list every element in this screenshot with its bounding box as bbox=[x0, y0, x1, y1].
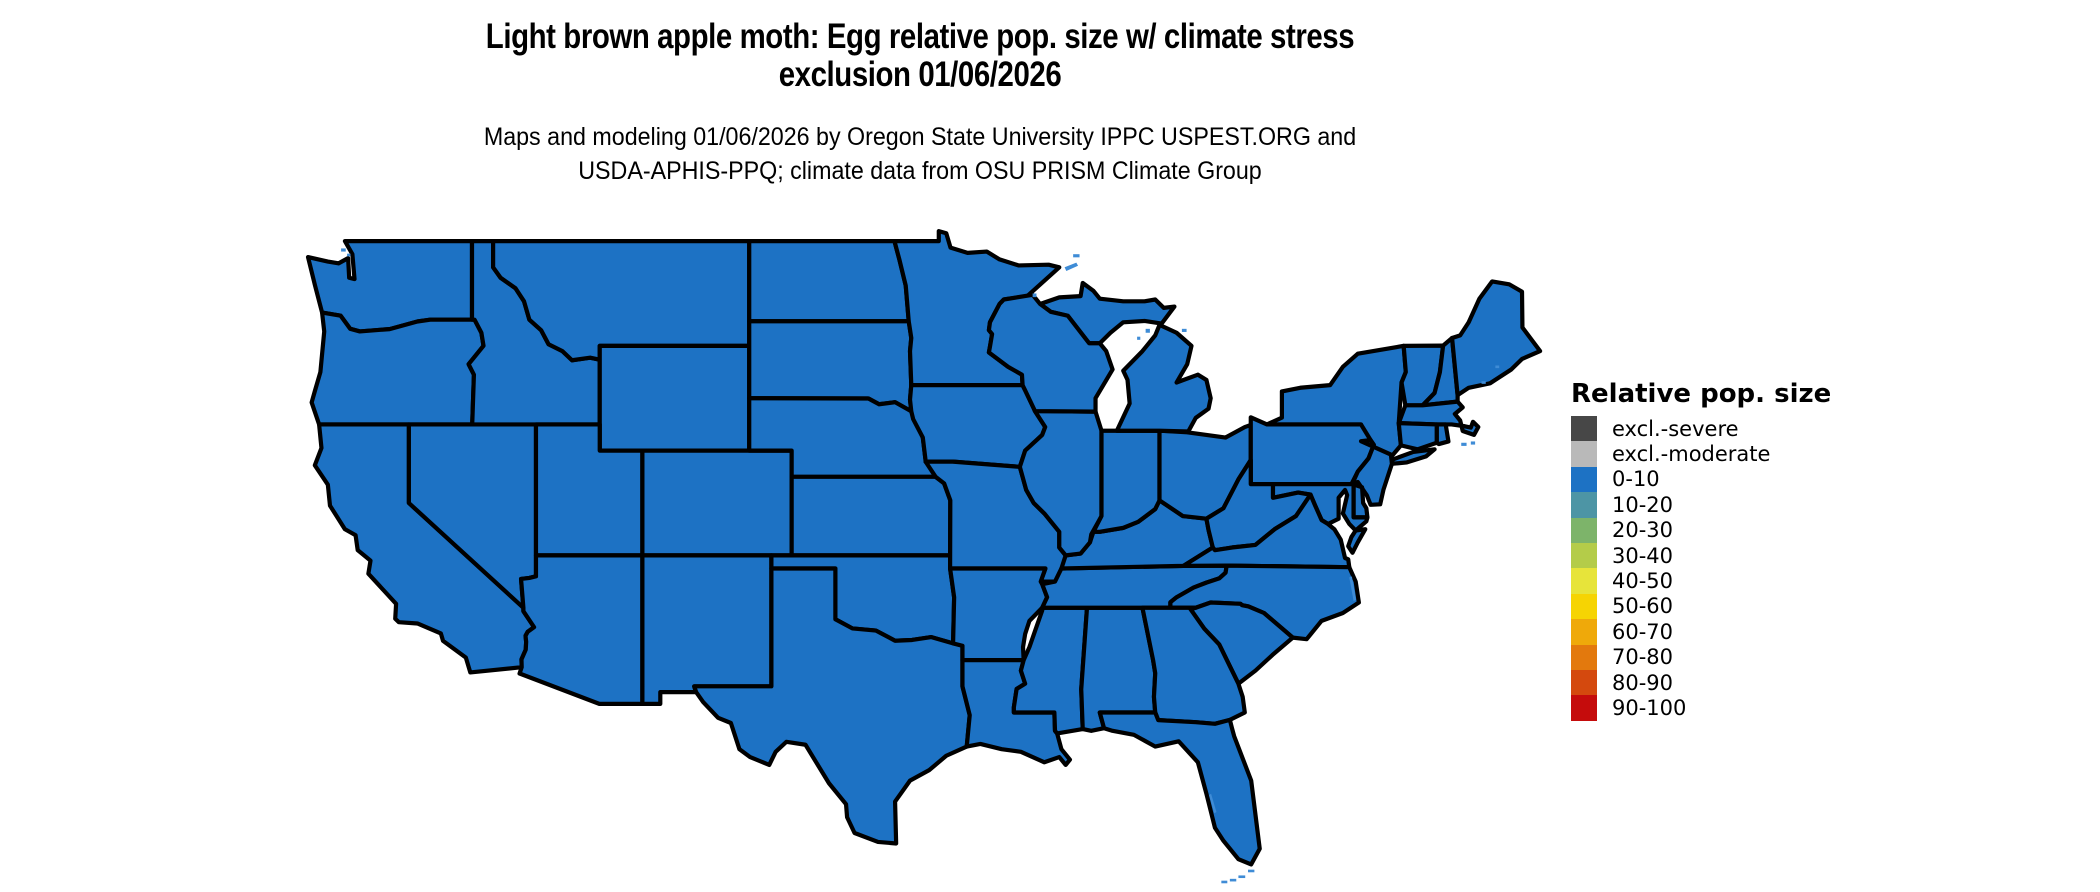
state-maine bbox=[1452, 281, 1540, 395]
legend-label: 30-40 bbox=[1612, 543, 1674, 568]
legend-label: 70-80 bbox=[1612, 645, 1674, 670]
water-feature bbox=[1145, 328, 1150, 333]
legend-items: excl.-severe excl.-moderate 0-10 10-20 20-30… bbox=[1571, 416, 1831, 721]
map-title-line2: exclusion 01/06/2026 bbox=[778, 55, 1062, 94]
legend-label: 10-20 bbox=[1612, 492, 1674, 517]
water-feature bbox=[1032, 293, 1037, 298]
legend-item: 90-100 bbox=[1571, 695, 1831, 721]
water-feature bbox=[1461, 442, 1467, 446]
state-arizona bbox=[520, 555, 643, 704]
legend-swatch bbox=[1571, 644, 1597, 670]
legend-swatch bbox=[1571, 416, 1597, 442]
legend-title: Relative pop. size bbox=[1571, 379, 1832, 409]
legend-item: 20-30 bbox=[1571, 517, 1831, 543]
legend-label: 60-70 bbox=[1612, 619, 1674, 644]
legend-label: 80-90 bbox=[1612, 670, 1674, 695]
water-feature bbox=[1349, 576, 1357, 601]
state-new-mexico bbox=[642, 555, 771, 704]
water-feature bbox=[1470, 441, 1476, 445]
legend-label: 40-50 bbox=[1612, 569, 1674, 594]
legend-swatch bbox=[1571, 619, 1597, 645]
legend-item: excl.-severe bbox=[1571, 416, 1831, 442]
state-connecticut bbox=[1399, 423, 1437, 449]
state-michigan-lower bbox=[1117, 325, 1211, 432]
legend-item: 70-80 bbox=[1571, 644, 1831, 670]
legend-label: 90-100 bbox=[1612, 695, 1687, 720]
water-feature bbox=[1495, 365, 1500, 369]
state-florida bbox=[1100, 713, 1260, 865]
legend-item: 0-10 bbox=[1571, 466, 1831, 493]
legend-swatch bbox=[1571, 466, 1597, 493]
legend-item: excl.-moderate bbox=[1571, 441, 1831, 467]
map-title-line1: Light brown apple moth: Egg relative pop… bbox=[485, 17, 1355, 56]
legend-swatch bbox=[1571, 669, 1597, 696]
legend-swatch bbox=[1571, 441, 1597, 467]
state-wisconsin bbox=[989, 295, 1113, 412]
water-features-group bbox=[341, 248, 1500, 884]
water-feature bbox=[1481, 381, 1486, 384]
map-subtitle-line2: USDA-APHIS-PPQ; climate data from OSU PR… bbox=[578, 157, 1262, 185]
map-subtitle: Maps and modeling 01/06/2026 by Oregon S… bbox=[83, 120, 1757, 188]
legend-swatch bbox=[1571, 695, 1597, 721]
legend-item: 10-20 bbox=[1571, 492, 1831, 518]
legend-label: 0-10 bbox=[1612, 467, 1660, 492]
water-feature bbox=[1064, 262, 1079, 271]
legend: Relative pop. size excl.-severe excl.-mod… bbox=[1571, 379, 1831, 721]
map-subtitle-line1: Maps and modeling 01/06/2026 by Oregon S… bbox=[483, 123, 1357, 151]
state-kansas bbox=[792, 477, 951, 556]
state-texas bbox=[694, 568, 970, 843]
water-feature bbox=[1247, 869, 1255, 873]
legend-swatch bbox=[1571, 517, 1597, 543]
legend-item: 80-90 bbox=[1571, 669, 1831, 696]
water-feature bbox=[347, 253, 351, 257]
states-group bbox=[308, 231, 1540, 864]
legend-swatch bbox=[1571, 542, 1597, 569]
water-feature bbox=[1181, 328, 1187, 332]
water-feature bbox=[1137, 336, 1141, 340]
legend-label: excl.-moderate bbox=[1612, 442, 1771, 467]
state-virginia-eastern-shore bbox=[1348, 529, 1365, 553]
legend-item: 60-70 bbox=[1571, 619, 1831, 645]
state-oregon bbox=[312, 313, 484, 425]
legend-item: 50-60 bbox=[1571, 593, 1831, 620]
legend-swatch bbox=[1571, 593, 1597, 620]
legend-item: 40-50 bbox=[1571, 568, 1831, 594]
legend-swatch bbox=[1571, 568, 1597, 594]
us-states-map bbox=[298, 228, 1554, 888]
water-feature bbox=[1229, 878, 1237, 882]
water-feature bbox=[1221, 880, 1228, 884]
state-north-dakota bbox=[749, 241, 909, 321]
legend-swatch bbox=[1571, 492, 1597, 518]
legend-label: excl.-severe bbox=[1612, 416, 1739, 441]
state-colorado bbox=[642, 451, 791, 556]
legend-label: 50-60 bbox=[1612, 594, 1674, 619]
legend-item: 30-40 bbox=[1571, 542, 1831, 569]
legend-label: 20-30 bbox=[1612, 518, 1674, 543]
state-wyoming bbox=[600, 346, 749, 451]
water-feature bbox=[1208, 793, 1217, 814]
water-feature bbox=[1238, 875, 1246, 879]
state-georgia bbox=[1142, 608, 1244, 724]
map-title: Light brown apple moth: Egg relative pop… bbox=[164, 18, 1676, 94]
water-feature bbox=[1073, 254, 1080, 258]
water-feature bbox=[341, 248, 346, 252]
